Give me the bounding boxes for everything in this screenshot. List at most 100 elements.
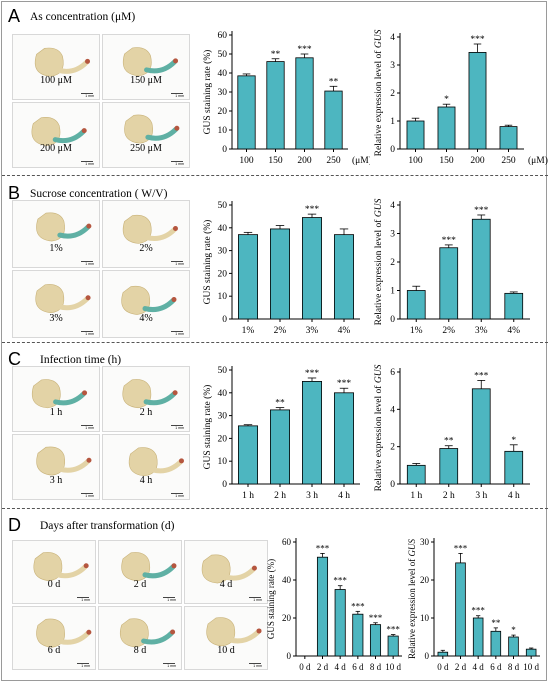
x-tick-label: 100	[408, 156, 423, 166]
seedling-illustration	[121, 552, 177, 582]
y-tick-label: 0	[390, 315, 395, 325]
y-tick-label: 30	[218, 247, 228, 257]
scale-bar-label: 1 mm	[85, 332, 94, 336]
significance-label: ***	[351, 601, 365, 611]
x-tick-label: 200	[470, 156, 485, 166]
panel-title: Days after transformation (d)	[40, 520, 175, 532]
y-tick-label: 20	[282, 613, 292, 623]
x-tick-label: 2 h	[274, 491, 286, 501]
seedling-photo: 6 d 1 mm	[12, 606, 96, 670]
y-tick-label: 6	[390, 368, 395, 378]
y-tick-label: 30	[420, 537, 430, 547]
y-tick-label: 0	[222, 315, 227, 325]
y-tick-label: 40	[218, 389, 228, 399]
significance-label: ***	[474, 371, 489, 381]
seedling-photo: 1 h 1 mm	[12, 366, 100, 432]
x-tick-label: 3%	[306, 326, 319, 336]
y-tick-label: 30	[218, 88, 228, 98]
x-tick-label: 0 d	[437, 662, 449, 672]
y-tick-label: 0	[390, 480, 395, 490]
chart-c-expression: 0 2 4 6 Relative expression level of GUS 1 h *…	[373, 364, 530, 501]
scale-bar	[249, 663, 261, 664]
bar	[295, 57, 314, 150]
y-tick-label: 10	[218, 292, 228, 302]
chart-d-staining: 0 20 40 60 GUS staining rate (%) 0 d *** 2 d ***…	[266, 537, 402, 672]
scale-bar	[171, 93, 183, 94]
significance-label: ***	[442, 236, 457, 246]
scale-bar-label: 1 mm	[175, 94, 184, 98]
x-tick-label: 150	[268, 156, 283, 166]
seedling-photo: 4 h 1 mm	[102, 434, 190, 500]
y-tick-label: 20	[218, 107, 228, 117]
scale-bar-label: 1 mm	[81, 598, 90, 602]
y-tick-label: 30	[218, 412, 228, 422]
significance-label: **	[491, 618, 501, 628]
bar	[270, 228, 291, 320]
significance-label: ***	[305, 369, 320, 379]
y-tick-label: 10	[218, 126, 228, 136]
significance-label: *	[444, 95, 449, 105]
photo-caption: 6 d	[47, 645, 61, 656]
scale-bar-label: 1 mm	[85, 426, 94, 430]
x-tick-label: 1 h	[242, 491, 254, 501]
seedling-photo: 0 d 1 mm	[12, 540, 96, 604]
significance-label: ***	[470, 35, 485, 45]
x-tick-label: 1%	[242, 326, 255, 336]
scale-bar	[77, 597, 89, 598]
y-tick-label: 0	[287, 651, 292, 661]
x-tick-label: 4 h	[508, 491, 520, 501]
significance-label: ***	[305, 205, 320, 215]
seedling-illustration	[201, 554, 257, 584]
bar	[238, 425, 259, 485]
x-tick-label: 4 d	[335, 662, 347, 672]
photo-caption: 2%	[139, 243, 153, 254]
y-tick-label: 2	[390, 443, 395, 453]
y-tick-label: 20	[218, 269, 228, 279]
seedling-photo: 3% 1 mm	[12, 270, 100, 338]
bar	[472, 617, 484, 657]
seedling-illustration	[128, 447, 184, 477]
bar	[270, 409, 291, 485]
y-tick-label: 4	[390, 201, 395, 211]
seedling-photo: 4 d 1 mm	[184, 540, 268, 604]
x-tick-label: 2 h	[443, 491, 455, 501]
significance-label: **	[275, 399, 285, 409]
photo-caption: 4%	[139, 313, 153, 324]
scale-bar-label: 1 mm	[175, 332, 184, 336]
chart-c-staining: 0 10 20 30 40 50 GUS staining rate (%) 1 h ** 2 h…	[202, 366, 360, 501]
y-tick-label: 50	[218, 366, 228, 376]
x-tick-label: 2 d	[317, 662, 329, 672]
y-tick-label: 2	[390, 258, 395, 268]
significance-label: ***	[471, 606, 485, 616]
significance-label: *	[511, 436, 516, 446]
seedling-photo: 4% 1 mm	[102, 270, 190, 338]
scale-bar	[163, 597, 175, 598]
scale-bar	[81, 261, 93, 262]
y-tick-label: 40	[218, 69, 228, 79]
y-tick-label: 60	[218, 31, 228, 41]
y-tick-label: 1	[390, 117, 395, 127]
panel-letter: B	[8, 183, 21, 203]
panel-title: Sucrose concentration ( W/V)	[30, 188, 168, 200]
scale-bar	[81, 493, 93, 494]
x-tick-label: 3 h	[475, 491, 487, 501]
bar	[471, 388, 491, 485]
scale-bar	[171, 493, 183, 494]
bar	[266, 61, 285, 150]
seedling-illustration	[121, 285, 177, 315]
bar	[334, 589, 346, 657]
chart-b-expression: 0 1 2 3 4 Relative expression level of GUS 1% *…	[373, 198, 530, 336]
bar	[333, 234, 354, 320]
y-tick-label: 2	[390, 89, 395, 99]
y-tick-label: 50	[218, 201, 228, 211]
panel-letter: C	[8, 349, 21, 369]
y-tick-label: 20	[218, 434, 228, 444]
y-tick-label: 0	[425, 651, 430, 661]
seedling-photo: 10 d 1 mm	[184, 606, 268, 670]
scale-bar-label: 1 mm	[175, 162, 184, 166]
x-unit-label: (μM)	[528, 155, 548, 166]
significance-label: **	[271, 50, 281, 60]
scale-bar-label: 1 mm	[253, 664, 262, 668]
seedling-photo: 200 μM 1 mm	[12, 102, 100, 168]
bar	[237, 75, 256, 150]
